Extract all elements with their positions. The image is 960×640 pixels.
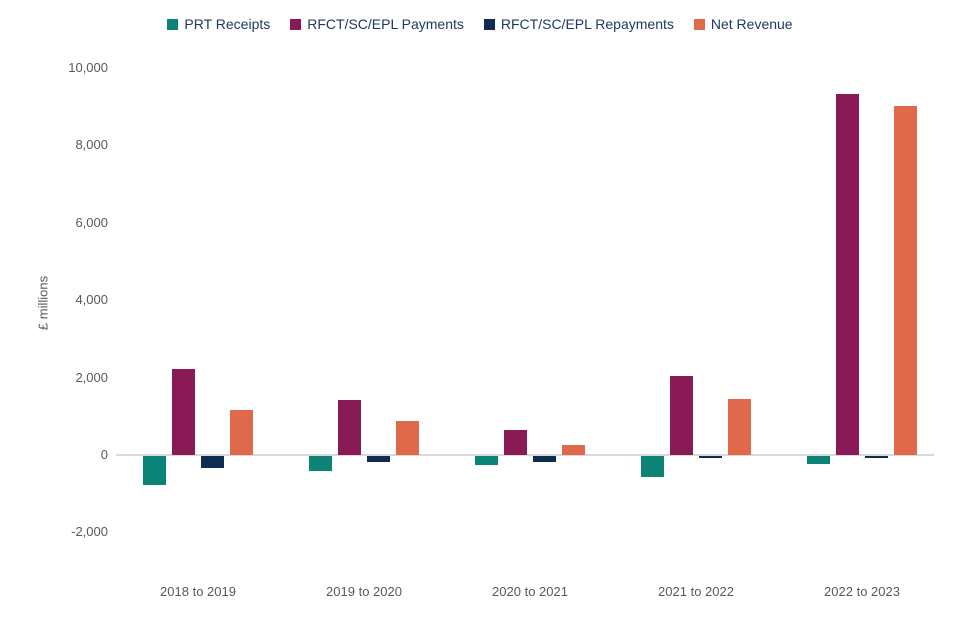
y-tick-label: 4,000 xyxy=(75,292,108,308)
y-tick-label: -2,000 xyxy=(71,524,108,540)
bar-rfct-sc-epl-repayments xyxy=(699,456,722,458)
legend-item: Net Revenue xyxy=(693,16,793,32)
chart-legend: PRT Receipts RFCT/SC/EPL Payments RFCT/SC/… xyxy=(0,16,960,32)
bar-rfct-sc-epl-repayments xyxy=(533,456,556,462)
legend-item: PRT Receipts xyxy=(167,16,270,32)
x-axis-category-label: 2022 to 2023 xyxy=(824,584,900,599)
legend-label: RFCT/SC/EPL Repayments xyxy=(500,16,674,32)
bar-rfct-sc-epl-repayments xyxy=(865,456,888,458)
bar-rfct-sc-epl-payments xyxy=(670,376,693,455)
bar-rfct-sc-epl-repayments xyxy=(201,456,224,468)
legend-label: RFCT/SC/EPL Payments xyxy=(307,16,464,32)
bar-prt-receipts xyxy=(641,456,664,477)
legend-item: RFCT/SC/EPL Payments xyxy=(290,16,464,32)
x-axis-category-label: 2021 to 2022 xyxy=(658,584,734,599)
x-axis-category-label: 2018 to 2019 xyxy=(160,584,236,599)
x-axis-line xyxy=(116,454,934,456)
legend-label: Net Revenue xyxy=(710,16,793,32)
y-tick-label: 6,000 xyxy=(75,214,108,230)
bar-prt-receipts xyxy=(309,456,332,471)
y-tick-label: 0 xyxy=(100,447,108,462)
x-axis-category-label: 2019 to 2020 xyxy=(326,584,402,599)
bar-rfct-sc-epl-payments xyxy=(836,94,859,455)
legend-item: RFCT/SC/EPL Repayments xyxy=(483,16,674,32)
bar-net-revenue xyxy=(894,106,917,455)
legend-swatch-rfct-sc-epl-payments xyxy=(290,18,302,30)
y-tick-label: 8,000 xyxy=(75,137,108,153)
legend-swatch-rfct-sc-epl-repayments xyxy=(483,18,495,30)
bar-rfct-sc-epl-payments xyxy=(172,369,195,455)
bar-net-revenue xyxy=(230,410,253,455)
legend-swatch-net-revenue xyxy=(693,18,705,30)
y-tick-label: 10,000 xyxy=(68,60,108,75)
bar-rfct-sc-epl-payments xyxy=(504,430,527,455)
bar-net-revenue xyxy=(728,399,751,455)
x-axis-category-label: 2020 to 2021 xyxy=(492,584,568,599)
bar-prt-receipts xyxy=(807,456,830,464)
legend-swatch-prt-receipts xyxy=(167,18,179,30)
bar-net-revenue xyxy=(396,421,419,455)
legend-label: PRT Receipts xyxy=(184,16,271,32)
bar-rfct-sc-epl-repayments xyxy=(367,456,390,462)
y-tick-label: 2,000 xyxy=(75,369,108,385)
bar-net-revenue xyxy=(562,445,585,455)
bar-rfct-sc-epl-payments xyxy=(338,400,361,455)
bar-prt-receipts xyxy=(475,456,498,465)
bar-prt-receipts xyxy=(143,456,166,485)
